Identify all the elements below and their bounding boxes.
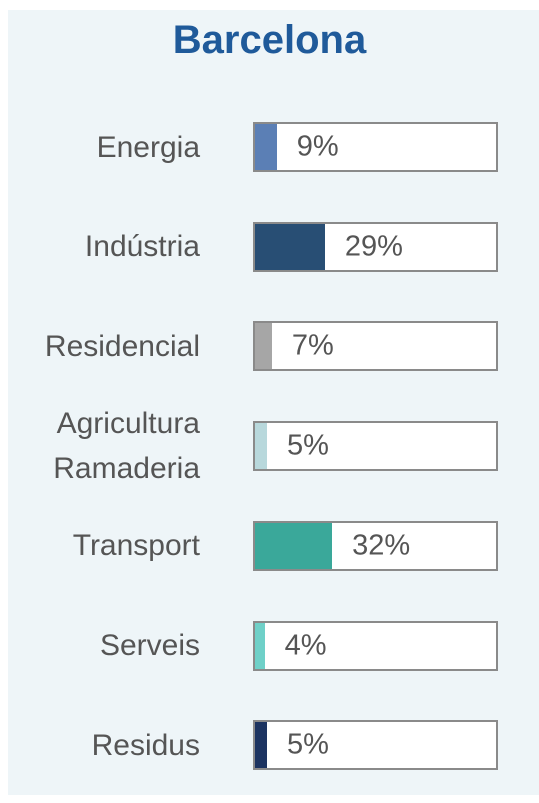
bar-track: 4%: [253, 620, 498, 671]
value-label: 5%: [287, 429, 329, 462]
category-label: Transport: [0, 496, 200, 596]
category-text: Energia: [96, 130, 200, 164]
value-label: 7%: [291, 329, 334, 362]
category-text: Residencial: [44, 329, 200, 363]
bar: [255, 722, 268, 769]
category-label: Indústria: [0, 197, 200, 297]
category-text: Agricultura Ramaderia: [53, 407, 200, 486]
bar: [255, 223, 325, 270]
chart-title: Barcelona: [172, 18, 367, 62]
bar: [255, 124, 277, 170]
category-label: Residus: [0, 695, 200, 795]
bar: [255, 423, 268, 470]
bar-track: 9%: [253, 122, 498, 172]
value-label: 9%: [296, 130, 339, 163]
bar-track: 5%: [253, 720, 498, 771]
value-label: 32%: [352, 529, 411, 562]
value-label: 4%: [284, 629, 327, 661]
value-label: 5%: [287, 728, 329, 761]
bar-track: 5%: [253, 421, 498, 472]
bar: [255, 323, 272, 370]
category-text: Indústria: [84, 230, 200, 264]
category-label: Serveis: [0, 596, 200, 696]
bar: [255, 622, 265, 669]
bar: [255, 522, 333, 569]
category-label: Residencial: [0, 296, 200, 396]
category-text: Serveis: [99, 629, 200, 662]
value-label: 29%: [344, 230, 403, 263]
bar-track: 29%: [253, 221, 498, 272]
category-text: Transport: [72, 529, 200, 563]
category-label: Agricultura Ramaderia: [0, 396, 200, 496]
category-text: Residus: [91, 728, 200, 762]
bar-track: 7%: [253, 321, 498, 372]
bar-track: 32%: [253, 520, 498, 571]
category-label: Energia: [0, 97, 200, 197]
